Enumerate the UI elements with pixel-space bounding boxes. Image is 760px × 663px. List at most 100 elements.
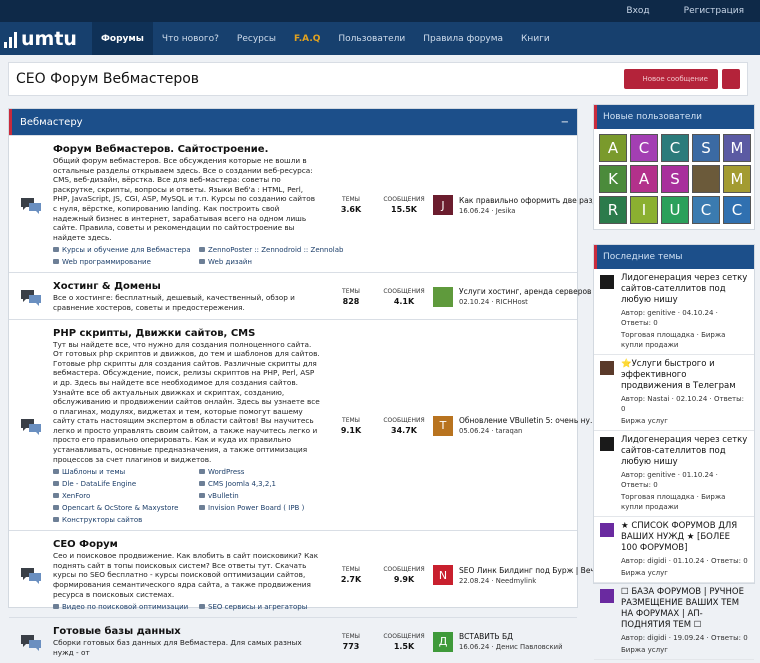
subforum-link[interactable]: WordPress xyxy=(199,468,349,476)
forum-icon-box xyxy=(9,328,53,525)
last-post-user[interactable]: Денис Павловский xyxy=(495,643,563,652)
user-avatar[interactable]: C xyxy=(723,196,751,224)
forum-row: PHP скрипты, Движки сайтов, CMS Тут вы на… xyxy=(9,318,597,531)
topic-title[interactable]: Лидогенерация через сетку сайтов-сателли… xyxy=(621,435,748,467)
last-post-info: Как правильно оформить две разд... 16.06.… xyxy=(459,196,605,215)
avatar: N xyxy=(433,565,453,586)
forum-title[interactable]: PHP скрипты, Движки сайтов, CMS xyxy=(53,327,256,339)
last-post-title[interactable]: ВСТАВИТЬ БД xyxy=(459,632,513,642)
topic-body: ⭐Услуги быстрого и эффективного продвиже… xyxy=(621,359,748,426)
last-post-user[interactable]: RICHHost xyxy=(495,298,528,307)
forum-title[interactable]: Форум Вебмастеров. Сайтостроение. xyxy=(53,144,269,155)
user-avatar[interactable]: I xyxy=(630,196,658,224)
user-avatar[interactable]: R xyxy=(599,196,627,224)
forum-row: Форум Вебмастеров. Сайтостроение. Общий ф… xyxy=(9,135,605,272)
avatar: Д xyxy=(433,631,453,652)
new-post-button[interactable]: Новое сообщение xyxy=(624,69,718,89)
topic-forum[interactable]: Торговая площадка · Биржа купли продажи xyxy=(621,331,726,349)
forum-body: PHP скрипты, Движки сайтов, CMS Тут вы на… xyxy=(53,328,321,525)
last-post-user[interactable]: Needmylink xyxy=(495,576,537,585)
forum-icon-box xyxy=(9,281,53,312)
threads-count: 2.7K xyxy=(340,575,362,585)
user-avatar[interactable]: C xyxy=(692,196,720,224)
subforum-link[interactable]: SEO сервисы и агрегаторы xyxy=(199,603,349,611)
topic-title[interactable]: ☐ БАЗА ФОРУМОВ | РУЧНОЕ РАЗМЕЩЕНИЕ ВАШИХ… xyxy=(621,587,744,630)
posts-count: 4.1K xyxy=(393,296,415,306)
topic-forum[interactable]: Биржа услуг xyxy=(621,646,668,654)
new-users-title: Новые пользователи xyxy=(594,105,754,129)
user-avatar[interactable]: S xyxy=(692,134,720,162)
login-link[interactable]: Вход xyxy=(626,6,650,16)
subforum-link[interactable]: ZennoPoster :: Zennodroid :: Zennolab xyxy=(199,246,349,254)
subforum-link[interactable]: Invision Power Board ( IPB ) xyxy=(199,504,349,512)
forum-list: Вебмастеру − Форум Вебмастеров. Сайтостро… xyxy=(8,108,606,657)
more-button[interactable] xyxy=(722,69,740,89)
category-title[interactable]: Вебмастеру xyxy=(20,116,83,128)
nav-item[interactable]: Ресурсы xyxy=(236,33,276,44)
user-avatar[interactable]: A xyxy=(630,165,658,193)
last-post-user[interactable]: Jesika xyxy=(495,206,516,215)
nav-item[interactable]: Форумы xyxy=(92,22,153,55)
subforum-link[interactable]: vBulletin xyxy=(199,492,349,500)
last-post-title[interactable]: Как правильно оформить две разд... xyxy=(459,195,605,205)
topic-forum[interactable]: Биржа услуг xyxy=(621,417,668,425)
last-post-title[interactable]: Обновление VBulletin 5: очень ну... xyxy=(459,416,598,426)
subforum-link[interactable]: Opencart & OcStore & Maxystore xyxy=(53,504,199,512)
forum-title[interactable]: СЕО Форум xyxy=(53,539,118,551)
user-avatar[interactable]: U xyxy=(661,196,689,224)
subforum-link[interactable]: Web программирование xyxy=(53,258,199,266)
topic-forum[interactable]: Биржа услуг xyxy=(621,569,668,577)
last-post: T Обновление VBulletin 5: очень ну... 05.0… xyxy=(427,415,597,436)
last-post-info: SEO Линк Билдинг под Бурж | Веч... 22.08.… xyxy=(459,566,602,585)
forum-icon xyxy=(21,568,41,585)
user-avatar[interactable]: A xyxy=(599,134,627,162)
topic: ★ СПИСОК ФОРУМОВ ДЛЯ ВАШИХ НУЖД ★ [БОЛЕЕ… xyxy=(594,517,754,583)
topic-body: ★ СПИСОК ФОРУМОВ ДЛЯ ВАШИХ НУЖД ★ [БОЛЕЕ… xyxy=(621,521,748,578)
topic: Лидогенерация через сетку сайтов-сателли… xyxy=(594,431,754,517)
nav-item[interactable]: Пользователи xyxy=(338,33,406,44)
user-avatar[interactable] xyxy=(692,165,720,193)
topic-body: ☐ БАЗА ФОРУМОВ | РУЧНОЕ РАЗМЕЩЕНИЕ ВАШИХ… xyxy=(621,587,748,655)
user-avatar[interactable]: M xyxy=(723,134,751,162)
subforum-link[interactable]: CMS Joomla 4,3,2,1 xyxy=(199,480,349,488)
subforum-link[interactable]: Шаблоны и темы xyxy=(53,468,199,476)
nav-item[interactable]: Правила форума xyxy=(423,33,504,44)
subforum-link[interactable]: Видео по поисковой оптимизации xyxy=(53,603,199,611)
topic-title[interactable]: ★ СПИСОК ФОРУМОВ ДЛЯ ВАШИХ НУЖД ★ [БОЛЕЕ… xyxy=(621,521,738,553)
logo[interactable]: umtu xyxy=(0,22,92,55)
latest-topics-title: Последние темы xyxy=(594,245,754,269)
forum-icon xyxy=(21,418,41,435)
nav-item[interactable]: Что нового? xyxy=(161,33,219,44)
latest-topics: Последние темы Лидогенерация через сетку… xyxy=(593,244,755,660)
forum-icon xyxy=(21,634,41,651)
user-avatar[interactable]: C xyxy=(661,134,689,162)
threads-label: ТЕМЫ xyxy=(342,196,360,204)
last-post-title[interactable]: SEO Линк Билдинг под Бурж | Веч... xyxy=(459,565,603,575)
topic-avatar xyxy=(600,437,614,451)
user-avatar[interactable]: M xyxy=(723,165,751,193)
last-post-date: 22.08.24 xyxy=(459,576,490,585)
last-post-user[interactable]: taraqan xyxy=(495,427,523,436)
user-avatar[interactable]: C xyxy=(630,134,658,162)
nav-item[interactable]: F.A.Q xyxy=(293,33,321,44)
topic-title[interactable]: Лидогенерация через сетку сайтов-сателли… xyxy=(621,273,748,305)
nav-item[interactable]: Книги xyxy=(521,33,550,44)
subforum-link[interactable]: Dle - DataLife Engine xyxy=(53,480,199,488)
subforum-link[interactable]: Web дизайн xyxy=(199,258,349,266)
subforum-link[interactable]: Конструкторы сайтов xyxy=(53,516,199,524)
user-avatar[interactable]: K xyxy=(599,165,627,193)
forum-title[interactable]: Хостинг & Домены xyxy=(53,281,161,293)
topic-forum[interactable]: Торговая площадка · Биржа купли продажи xyxy=(621,493,726,511)
collapse-button[interactable]: − xyxy=(560,116,569,128)
threads-stat: ТЕМЫ 2.7K xyxy=(332,566,370,584)
last-post-title[interactable]: Услуги хостинг, аренда серверов С... xyxy=(459,287,607,297)
subforum-link[interactable]: Курсы и обучение для Вебмастера xyxy=(53,246,199,254)
subforum-link[interactable]: XenForo xyxy=(53,492,199,500)
user-avatar[interactable]: S xyxy=(661,165,689,193)
forum-title[interactable]: Готовые базы данных xyxy=(53,626,181,638)
posts-count: 15.5K xyxy=(391,205,417,215)
topic-title[interactable]: ⭐Услуги быстрого и эффективного продвиже… xyxy=(621,359,736,391)
register-link[interactable]: Регистрация xyxy=(683,6,744,16)
